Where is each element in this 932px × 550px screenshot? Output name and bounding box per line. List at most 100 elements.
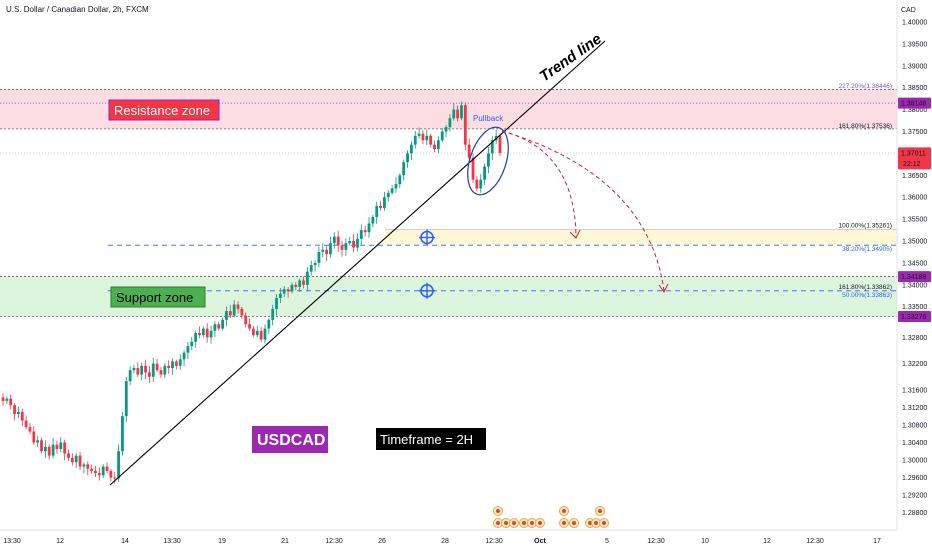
price-tag bbox=[898, 147, 931, 170]
price-tag-label: 1.38148 bbox=[901, 101, 926, 108]
price-tick: 1.29600 bbox=[902, 475, 927, 482]
time-tick: 5 bbox=[605, 538, 609, 545]
price-tick: 1.35000 bbox=[902, 239, 927, 246]
price-tick: 1.28800 bbox=[902, 510, 927, 517]
price-tick: 1.38000 bbox=[902, 107, 927, 114]
candle-body bbox=[82, 464, 86, 467]
candle-body bbox=[367, 223, 371, 233]
candle-body bbox=[117, 451, 120, 479]
event-flag-dot bbox=[594, 521, 598, 525]
candle-body bbox=[198, 332, 201, 336]
price-tags: 1.38148 1.37011 22:12 1.34188 1.33276 bbox=[898, 97, 931, 323]
candle-body bbox=[5, 398, 9, 401]
candle-body bbox=[317, 251, 321, 263]
price-axis[interactable]: 1.40000 1.39500 1.39000 1.38500 1.38000 1.375… bbox=[902, 20, 927, 518]
timeframe-box bbox=[376, 428, 486, 450]
projection-arrow-2 bbox=[658, 283, 669, 293]
price-tick: 1.31600 bbox=[902, 387, 927, 394]
candle-body bbox=[78, 455, 82, 467]
event-flag-dot bbox=[538, 521, 542, 525]
candle-body bbox=[232, 304, 236, 316]
price-tag-label: 1.37011 bbox=[901, 150, 926, 157]
candle-body bbox=[379, 205, 382, 209]
price-tick: 1.39500 bbox=[902, 41, 927, 48]
candle-body bbox=[436, 140, 440, 150]
candle-body bbox=[475, 179, 479, 189]
candle-body bbox=[155, 363, 159, 371]
candle-body bbox=[67, 453, 70, 458]
target-zone bbox=[385, 229, 897, 246]
event-flag-dot bbox=[602, 521, 606, 525]
symbol-box bbox=[252, 426, 328, 453]
fib-labels: 227.20%(1.38446) 161.80%(1.37536) 100.00%(… bbox=[839, 83, 893, 299]
candle-body bbox=[456, 109, 460, 119]
candle-body bbox=[425, 135, 429, 141]
time-tick: 28 bbox=[441, 538, 449, 545]
candle-body bbox=[332, 236, 336, 244]
candle-body bbox=[275, 297, 278, 309]
candle-body bbox=[325, 249, 329, 255]
candle-body bbox=[259, 330, 263, 340]
candle-body bbox=[309, 265, 313, 272]
candle-body bbox=[209, 330, 213, 338]
candle-body bbox=[163, 365, 167, 375]
time-tick: 10 bbox=[701, 538, 709, 545]
candle-body bbox=[483, 166, 486, 180]
candle-body bbox=[244, 315, 248, 325]
candle-body bbox=[444, 127, 448, 132]
price-tick: 1.36000 bbox=[902, 195, 927, 202]
candle-body bbox=[460, 105, 463, 119]
candle-body bbox=[178, 359, 182, 366]
candle-body bbox=[40, 440, 43, 452]
pullback-label: Pullback bbox=[473, 114, 504, 123]
candle-body bbox=[371, 216, 375, 224]
candle-body bbox=[236, 304, 240, 309]
candle-body bbox=[375, 205, 379, 217]
time-axis[interactable]: 13:30 12 14 13:30 19 21 12:30 26 28 12:30 Oct 5 12:3… bbox=[3, 538, 881, 545]
candle-body bbox=[97, 473, 101, 476]
event-flag-dot bbox=[496, 521, 500, 525]
candle-body bbox=[167, 365, 171, 369]
candle-body bbox=[109, 470, 113, 478]
event-flag-dot bbox=[522, 521, 526, 525]
projection-path-2 bbox=[501, 130, 665, 292]
candle-body bbox=[105, 466, 109, 471]
price-tick: 1.30400 bbox=[902, 440, 927, 447]
price-tag-label: 1.33276 bbox=[901, 314, 926, 321]
candle-body bbox=[121, 416, 124, 452]
candle-body bbox=[190, 341, 194, 347]
candle-body bbox=[490, 140, 494, 154]
candle-body bbox=[240, 308, 244, 316]
candle-body bbox=[359, 230, 363, 239]
candle-body bbox=[201, 328, 205, 336]
candle-body bbox=[174, 361, 178, 366]
candle-body bbox=[352, 241, 355, 248]
trend-line-label: Trend line bbox=[537, 30, 605, 85]
resistance-label: Resistance zone bbox=[114, 103, 210, 118]
candle-body bbox=[390, 188, 394, 193]
candle-body bbox=[298, 280, 302, 287]
event-flag-dot bbox=[562, 509, 566, 513]
candle-body bbox=[433, 144, 436, 150]
candle-body bbox=[55, 444, 59, 450]
price-tick: 1.33500 bbox=[902, 304, 927, 311]
event-flag-dot bbox=[598, 509, 602, 513]
price-tick: 1.29200 bbox=[902, 493, 927, 500]
candle-body bbox=[394, 184, 398, 189]
price-tick: 1.36500 bbox=[902, 173, 927, 180]
time-tick: 12:30 bbox=[647, 538, 665, 545]
time-tick: 12:30 bbox=[806, 538, 824, 545]
candle-body bbox=[252, 328, 255, 336]
candle-body bbox=[124, 381, 128, 417]
symbol-box-label: USDCAD bbox=[257, 432, 325, 449]
time-tick: 17 bbox=[873, 538, 881, 545]
economic-events[interactable] bbox=[493, 506, 609, 528]
candle-body bbox=[213, 324, 217, 331]
event-flag-dot bbox=[572, 521, 576, 525]
price-tick: 1.34500 bbox=[902, 260, 927, 267]
candle-body bbox=[336, 236, 340, 246]
candles bbox=[1, 101, 502, 484]
time-tick: 12 bbox=[763, 538, 771, 545]
price-tick: 1.31200 bbox=[902, 405, 927, 412]
price-tick: 1.30000 bbox=[902, 458, 927, 465]
